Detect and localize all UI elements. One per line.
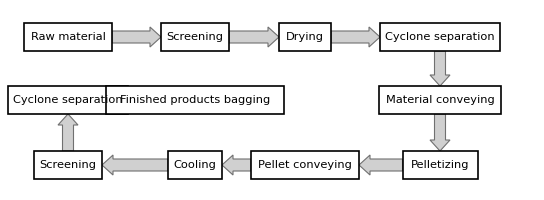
Polygon shape: [430, 114, 450, 151]
Text: Cyclone separation: Cyclone separation: [385, 32, 495, 42]
Bar: [251, 151, 359, 179]
Polygon shape: [58, 114, 78, 151]
Text: Finished products bagging: Finished products bagging: [120, 95, 270, 105]
Text: Raw material: Raw material: [30, 32, 106, 42]
Bar: [8, 86, 128, 114]
Polygon shape: [430, 51, 450, 86]
Text: Screening: Screening: [40, 160, 96, 170]
Polygon shape: [102, 155, 168, 175]
Bar: [380, 23, 500, 51]
Bar: [161, 23, 229, 51]
Bar: [279, 23, 331, 51]
Bar: [106, 86, 284, 114]
Polygon shape: [95, 90, 128, 110]
Polygon shape: [229, 27, 279, 47]
Polygon shape: [331, 27, 380, 47]
Text: Material conveying: Material conveying: [386, 95, 494, 105]
Bar: [34, 151, 102, 179]
Polygon shape: [222, 155, 251, 175]
Text: Pellet conveying: Pellet conveying: [258, 160, 352, 170]
Bar: [168, 151, 222, 179]
Bar: [24, 23, 112, 51]
Bar: [379, 86, 501, 114]
Polygon shape: [112, 27, 161, 47]
Text: Pelletizing: Pelletizing: [411, 160, 469, 170]
Text: Cyclone separation: Cyclone separation: [13, 95, 123, 105]
Text: Cooling: Cooling: [174, 160, 217, 170]
Text: Drying: Drying: [286, 32, 324, 42]
Bar: [403, 151, 478, 179]
Polygon shape: [359, 155, 403, 175]
Text: Screening: Screening: [166, 32, 224, 42]
